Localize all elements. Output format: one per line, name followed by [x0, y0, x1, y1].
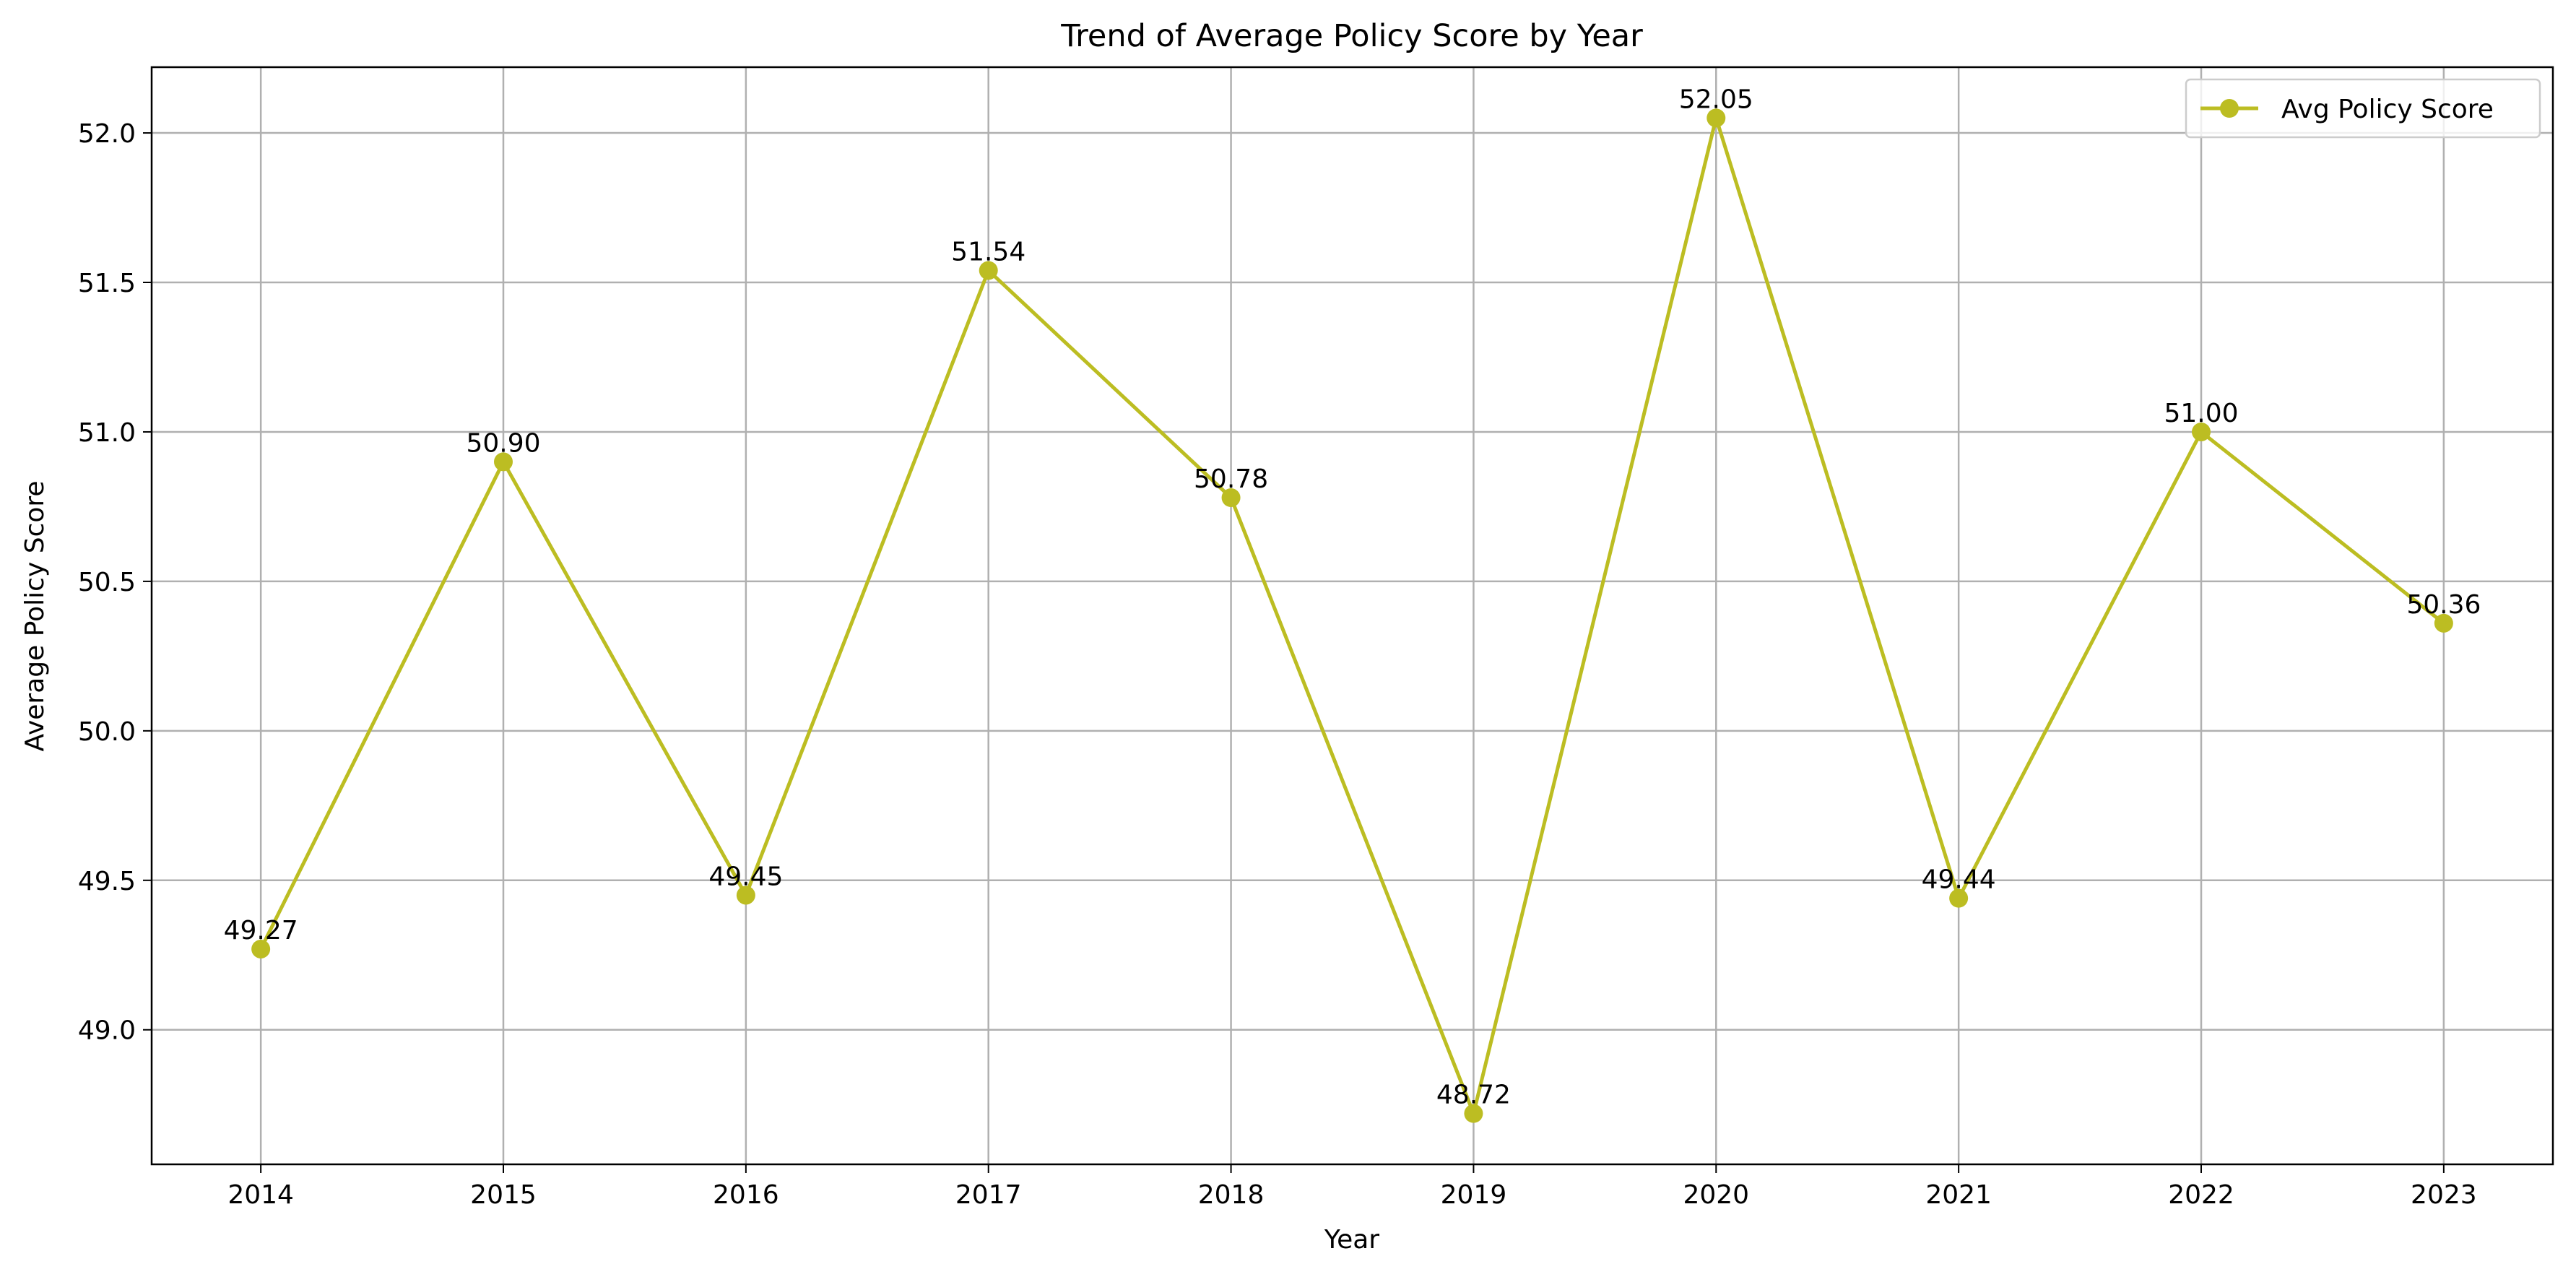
y-axis: 49.0 49.5 50.0 50.5 51.0 51.5 52.0: [78, 119, 152, 1046]
x-tick-label: 2015: [470, 1180, 537, 1210]
legend-entry-label: Avg Policy Score: [2281, 95, 2494, 124]
x-tick-label: 2017: [955, 1180, 1022, 1210]
data-point: [1949, 888, 1969, 908]
data-point: [1464, 1104, 1483, 1123]
data-point: [1707, 108, 1726, 128]
x-tick-label: 2021: [1925, 1180, 1992, 1210]
x-tick-label: 2016: [713, 1180, 779, 1210]
x-tick-label: 2023: [2411, 1180, 2477, 1210]
series-0: 49.27 50.90 49.45 51.54 50.78 48.72 52.05 49.44…: [224, 85, 2481, 1123]
y-tick-label: 50.5: [78, 568, 136, 597]
chart-title: Trend of Average Policy Score by Year: [1060, 18, 1643, 54]
legend-marker-swatch: [2220, 99, 2239, 118]
x-tick-label: 2019: [1441, 1180, 1507, 1210]
y-tick-label: 50.0: [78, 717, 136, 747]
data-label: 50.90: [466, 428, 540, 458]
data-label: 51.54: [951, 237, 1025, 267]
y-tick-label: 52.0: [78, 119, 136, 149]
x-axis: 2014 2015 2016 2017 2018 2019 2020 2021 2022 2023: [227, 1164, 2477, 1210]
data-label: 49.27: [224, 916, 298, 945]
y-tick-label: 51.5: [78, 269, 136, 298]
legend: Avg Policy Score: [2185, 78, 2541, 139]
data-point: [1221, 488, 1241, 508]
legend-box: [2185, 78, 2541, 139]
x-tick-label: 2014: [227, 1180, 294, 1210]
data-label: 52.05: [1679, 85, 1753, 114]
data-point: [2434, 613, 2453, 633]
data-label: 50.36: [2406, 590, 2481, 620]
y-tick-label: 51.0: [78, 418, 136, 448]
data-label: 49.44: [1922, 865, 1996, 895]
x-axis-label: Year: [1324, 1225, 1379, 1255]
series-layer: 49.27 50.90 49.45 51.54 50.78 48.72 52.05 49.44…: [224, 85, 2481, 1123]
series-line: [259, 116, 2445, 1116]
data-point: [2192, 422, 2211, 441]
data-label: 49.45: [708, 862, 783, 891]
data-point: [736, 886, 755, 905]
data-point: [493, 452, 513, 472]
x-tick-label: 2022: [2168, 1180, 2234, 1210]
y-tick-label: 49.5: [78, 867, 136, 896]
data-point: [979, 261, 998, 280]
grid: [152, 67, 2553, 1164]
data-label: 48.72: [1436, 1081, 1511, 1110]
y-tick-label: 49.0: [78, 1016, 136, 1046]
x-tick-label: 2020: [1683, 1180, 1749, 1210]
x-tick-label: 2018: [1198, 1180, 1265, 1210]
plot-frame: [150, 66, 2554, 1166]
data-point: [251, 939, 271, 958]
data-label: 51.00: [2164, 399, 2238, 428]
y-axis-label: Average Policy Score: [20, 480, 50, 751]
data-label: 50.78: [1194, 464, 1268, 494]
